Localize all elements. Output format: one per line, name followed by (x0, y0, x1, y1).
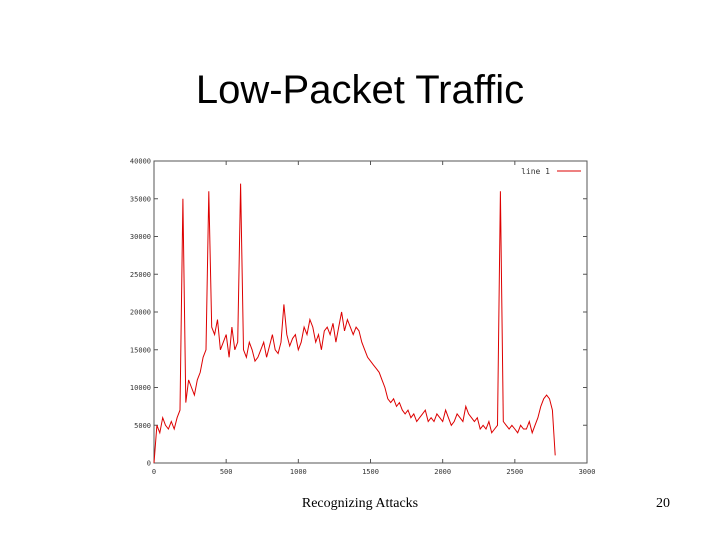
y-tick-label: 5000 (134, 422, 151, 430)
legend: line 1 (521, 167, 581, 176)
tick-labels: 0500010000150002000025000300003500040000… (130, 158, 596, 477)
x-tick-label: 2000 (434, 468, 451, 476)
x-tick-label: 0 (152, 468, 156, 476)
footer-text: Recognizing Attacks (301, 496, 419, 511)
page-number: 20 (656, 496, 670, 511)
x-tick-label: 500 (220, 468, 233, 476)
y-tick-label: 10000 (130, 384, 151, 392)
y-tick-label: 0 (147, 460, 151, 468)
x-tick-label: 1500 (362, 468, 379, 476)
y-tick-label: 40000 (130, 158, 151, 166)
y-tick-label: 20000 (130, 309, 151, 317)
y-tick-label: 25000 (130, 271, 151, 279)
y-tick-label: 15000 (130, 346, 151, 354)
plot-frame (153, 160, 588, 464)
x-tick-label: 2500 (506, 468, 523, 476)
y-tick-label: 35000 (130, 195, 151, 203)
x-tick-label: 3000 (579, 468, 596, 476)
slide-title: Low-Packet Traffic (195, 68, 525, 112)
axis-ticks (153, 160, 588, 464)
series-line-1 (153, 183, 556, 464)
legend-label: line 1 (521, 167, 550, 176)
x-tick-label: 1000 (290, 468, 307, 476)
y-tick-label: 30000 (130, 233, 151, 241)
